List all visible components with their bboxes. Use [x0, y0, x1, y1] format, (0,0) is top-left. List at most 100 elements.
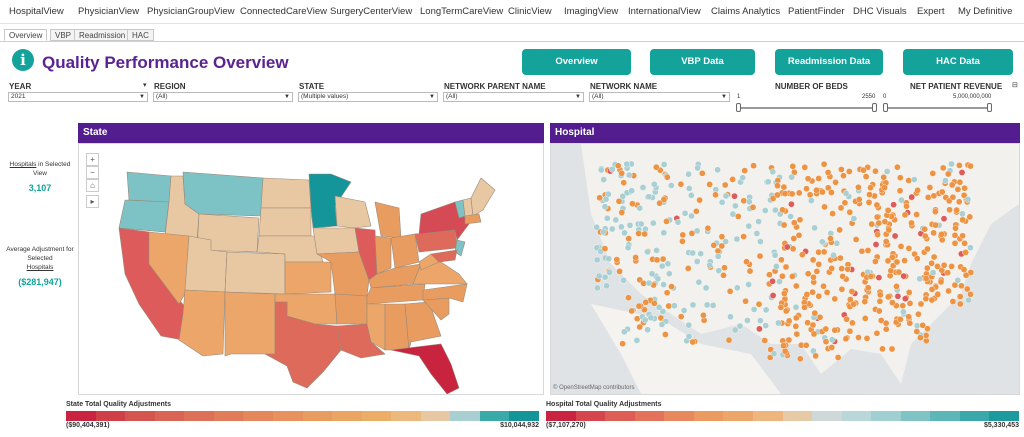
hospital-dot[interactable]: [844, 265, 852, 273]
hospital-dot[interactable]: [642, 298, 650, 306]
hospital-dot[interactable]: [653, 163, 660, 171]
hospital-dot[interactable]: [792, 282, 800, 290]
hospital-dot[interactable]: [662, 331, 669, 338]
hospital-dot[interactable]: [783, 243, 791, 251]
hospital-dot[interactable]: [659, 308, 667, 315]
hospital-dot[interactable]: [612, 216, 620, 224]
hospital-dot[interactable]: [865, 199, 873, 206]
hospital-dot[interactable]: [722, 238, 729, 245]
hospital-dot[interactable]: [637, 220, 645, 228]
hospital-dot[interactable]: [964, 196, 972, 203]
hospital-dot[interactable]: [714, 253, 722, 260]
hospital-dot[interactable]: [614, 162, 622, 170]
hospital-dot[interactable]: [756, 252, 764, 260]
hospital-dot[interactable]: [620, 276, 627, 284]
hospital-dot[interactable]: [948, 160, 955, 168]
hospital-dot[interactable]: [756, 325, 763, 333]
hospital-dot[interactable]: [896, 174, 904, 182]
nav-long-term-care-view[interactable]: LongTermCareView: [420, 6, 504, 17]
hospital-dot[interactable]: [884, 257, 892, 265]
hospital-dot[interactable]: [685, 185, 693, 192]
hospital-dot[interactable]: [779, 272, 786, 280]
hospital-dot[interactable]: [726, 287, 734, 295]
hospital-dot[interactable]: [625, 294, 632, 301]
hospital-dot[interactable]: [743, 258, 750, 265]
hospital-dot[interactable]: [626, 222, 634, 229]
hospital-dot[interactable]: [802, 341, 810, 349]
hospital-dot[interactable]: [858, 247, 866, 255]
hospital-dot[interactable]: [636, 323, 643, 331]
hospital-dot[interactable]: [640, 280, 647, 287]
hospital-dot[interactable]: [811, 309, 819, 317]
hospital-dot[interactable]: [818, 238, 826, 246]
hospital-dot[interactable]: [618, 169, 625, 177]
hospital-dot[interactable]: [897, 315, 904, 323]
hospital-dot[interactable]: [803, 291, 811, 298]
hospital-dot[interactable]: [785, 336, 793, 344]
hospital-dot[interactable]: [896, 187, 904, 195]
hospital-dot[interactable]: [692, 208, 700, 215]
hospital-dot[interactable]: [769, 195, 777, 202]
hospital-dot[interactable]: [908, 219, 915, 227]
hospital-dot[interactable]: [914, 187, 921, 194]
nav-physician-group-view[interactable]: PhysicianGroupView: [147, 6, 235, 17]
hospital-dot[interactable]: [873, 329, 881, 337]
hospital-dot[interactable]: [594, 284, 601, 292]
hospital-dot[interactable]: [875, 307, 883, 315]
hospital-dot[interactable]: [698, 169, 706, 177]
hospital-dot[interactable]: [659, 255, 667, 263]
hospital-dot[interactable]: [755, 300, 763, 308]
hospital-dot[interactable]: [660, 229, 668, 237]
hospital-dot[interactable]: [624, 244, 632, 251]
hospital-dot[interactable]: [753, 230, 761, 237]
hospital-dot[interactable]: [718, 199, 726, 206]
hospital-dot[interactable]: [813, 186, 820, 194]
hospital-dot[interactable]: [901, 257, 908, 264]
hospital-dot[interactable]: [651, 181, 658, 188]
hospital-dot[interactable]: [954, 276, 962, 284]
network-select[interactable]: (All) ▼: [589, 92, 730, 102]
hospital-dot[interactable]: [944, 170, 952, 178]
vbp-data-button[interactable]: VBP Data: [650, 49, 755, 75]
hospital-dot[interactable]: [771, 251, 779, 259]
hospital-dot[interactable]: [685, 333, 693, 340]
hospital-dot[interactable]: [822, 325, 830, 333]
hospital-dot[interactable]: [761, 207, 769, 214]
hospital-dot[interactable]: [656, 199, 663, 207]
hospital-dot[interactable]: [647, 314, 655, 322]
hospital-dot[interactable]: [660, 161, 668, 168]
hospital-dot[interactable]: [880, 173, 888, 181]
hospital-dot[interactable]: [793, 330, 801, 338]
hospital-dot[interactable]: [733, 284, 741, 292]
hospital-dot[interactable]: [928, 260, 935, 267]
hospital-dot[interactable]: [618, 223, 625, 231]
hospital-dot[interactable]: [621, 229, 628, 237]
hospital-dot[interactable]: [924, 194, 932, 201]
hospital-dot[interactable]: [820, 282, 827, 290]
hospital-dot[interactable]: [789, 245, 797, 253]
hospital-dot[interactable]: [641, 316, 649, 324]
hospital-dot[interactable]: [915, 310, 922, 318]
hospital-dot[interactable]: [815, 261, 823, 268]
hospital-dot[interactable]: [815, 248, 822, 256]
hospital-dot[interactable]: [916, 275, 923, 283]
hospital-dot[interactable]: [697, 250, 704, 257]
hospital-dot[interactable]: [875, 274, 883, 281]
hospital-dot[interactable]: [940, 261, 948, 269]
hospital-dot[interactable]: [837, 204, 845, 212]
hospital-dot[interactable]: [806, 191, 814, 199]
hospital-dot[interactable]: [903, 202, 910, 210]
hospital-dot[interactable]: [618, 209, 626, 216]
hospital-dot[interactable]: [689, 249, 696, 257]
hospital-dot[interactable]: [960, 266, 968, 273]
hospital-dot[interactable]: [938, 188, 946, 196]
hospital-dot[interactable]: [715, 267, 723, 274]
hospital-dot[interactable]: [688, 212, 695, 220]
hospital-dot[interactable]: [645, 279, 653, 287]
hospital-dot[interactable]: [694, 164, 701, 172]
hospital-dot[interactable]: [740, 197, 748, 205]
hospital-dot[interactable]: [838, 166, 845, 173]
hospital-dot[interactable]: [940, 215, 948, 222]
hospital-dot[interactable]: [789, 273, 796, 280]
hospital-dot[interactable]: [664, 173, 671, 181]
